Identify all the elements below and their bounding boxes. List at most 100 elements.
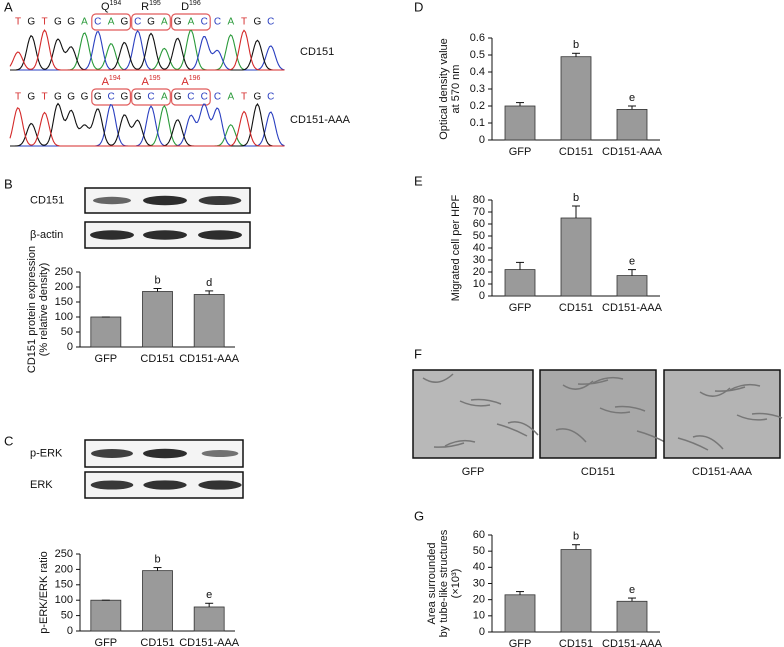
- tube-structure: [599, 407, 631, 414]
- y-tick-label: 50: [61, 610, 73, 622]
- tube-structure: [496, 423, 528, 437]
- error-bar: [153, 288, 162, 292]
- base-letter: G: [27, 17, 35, 28]
- blot-band: [92, 196, 132, 205]
- tube-structure: [614, 405, 646, 412]
- y-tick-label: 50: [473, 230, 485, 242]
- x-tick-label: CD151: [140, 637, 174, 647]
- residue-pos: 194: [109, 75, 121, 82]
- bar: [560, 549, 592, 633]
- y-tick-label: 10: [473, 610, 485, 622]
- base-letter: C: [94, 17, 101, 28]
- residue-pos: 194: [110, 0, 122, 7]
- chromatogram-trace: [9, 107, 285, 147]
- tube-structure: [444, 439, 476, 447]
- bar: [193, 294, 225, 348]
- tube-structure: [736, 414, 768, 421]
- error-bar: [572, 52, 580, 57]
- blot-band: [201, 450, 239, 457]
- x-tick-label: GFP: [509, 302, 532, 314]
- tube-structure: [507, 421, 539, 436]
- base-letter: C: [214, 92, 221, 103]
- residue-aa: A: [141, 76, 149, 88]
- y-tick-label: 200: [55, 563, 73, 575]
- tube-structure: [470, 398, 502, 405]
- base-letter: G: [254, 92, 262, 103]
- blot-band: [143, 448, 187, 459]
- tube-structure: [677, 437, 709, 451]
- codon-box: [131, 88, 171, 106]
- significance-label: e: [206, 589, 212, 601]
- tube-structure: [433, 442, 465, 448]
- panel-label: C: [4, 433, 13, 448]
- y-axis-label: (% relative density): [38, 263, 50, 357]
- bar: [142, 570, 173, 632]
- error-bar: [516, 261, 524, 270]
- y-tick-label: 0.3: [470, 83, 485, 95]
- blot-band: [143, 480, 187, 490]
- tube-structure: [577, 379, 609, 385]
- base-letter: G: [27, 92, 35, 103]
- bar: [90, 316, 122, 348]
- bar: [616, 109, 648, 141]
- blot-band: [90, 449, 134, 458]
- micrograph: [412, 369, 534, 459]
- base-letter: A: [108, 17, 115, 28]
- y-tick-label: 60: [473, 218, 485, 230]
- bar: [560, 217, 592, 297]
- tube-structure: [729, 383, 761, 391]
- y-tick-label: 250: [55, 266, 73, 278]
- significance-label: b: [154, 553, 160, 565]
- y-tick-label: 0.1: [470, 117, 485, 129]
- bar: [142, 291, 173, 348]
- y-tick-label: 0: [479, 290, 485, 302]
- y-tick-label: 0: [479, 626, 485, 638]
- base-letter: T: [42, 17, 48, 28]
- y-tick-label: 100: [55, 594, 73, 606]
- blot-band: [143, 195, 187, 206]
- error-bar: [572, 544, 580, 550]
- chromatogram-trace: [9, 29, 285, 71]
- chromatogram-trace: [10, 29, 285, 71]
- y-tick-label: 20: [473, 594, 485, 606]
- y-tick-label: 150: [55, 579, 73, 591]
- residue-aa: A: [102, 76, 110, 88]
- tube-structure: [592, 376, 624, 384]
- y-tick-label: 50: [473, 545, 485, 557]
- y-tick-label: 20: [473, 266, 485, 278]
- base-letter: C: [267, 92, 274, 103]
- blot-label: p-ERK: [30, 447, 63, 459]
- y-axis-label: by tube-like structures: [438, 529, 450, 637]
- micrograph: [539, 369, 657, 459]
- residue-label: A195: [141, 75, 160, 88]
- x-tick-label: CD151-AAA: [602, 638, 663, 647]
- y-axis-label: Migrated cell per HPF: [450, 195, 462, 302]
- error-bar: [628, 105, 636, 110]
- sequence-name: CD151: [300, 46, 334, 58]
- x-tick-label: CD151-AAA: [602, 302, 663, 314]
- residue-pos: 196: [189, 0, 201, 7]
- significance-label: d: [206, 277, 212, 289]
- y-tick-label: 10: [473, 278, 485, 290]
- residue-aa: D: [181, 1, 189, 13]
- blot-band: [198, 230, 242, 240]
- y-tick-label: 0: [67, 341, 73, 353]
- base-letter: C: [267, 17, 274, 28]
- base-letter: G: [174, 92, 182, 103]
- y-tick-label: 0.5: [470, 49, 485, 61]
- residue-pos: 196: [189, 75, 201, 82]
- residue-pos: 195: [149, 75, 161, 82]
- micrograph-label: CD151: [581, 466, 615, 478]
- error-bar: [153, 567, 162, 571]
- base-letter: T: [15, 17, 21, 28]
- residue-aa: Q: [101, 1, 110, 13]
- significance-label: b: [573, 39, 579, 51]
- residue-aa: R: [141, 1, 149, 13]
- base-letter: G: [147, 17, 155, 28]
- blot-band: [198, 195, 242, 206]
- bar: [504, 594, 536, 633]
- blot-band: [143, 230, 187, 240]
- y-axis-label: p-ERK/ERK ratio: [38, 551, 50, 634]
- x-tick-label: CD151: [559, 302, 593, 314]
- base-letter: C: [201, 17, 208, 28]
